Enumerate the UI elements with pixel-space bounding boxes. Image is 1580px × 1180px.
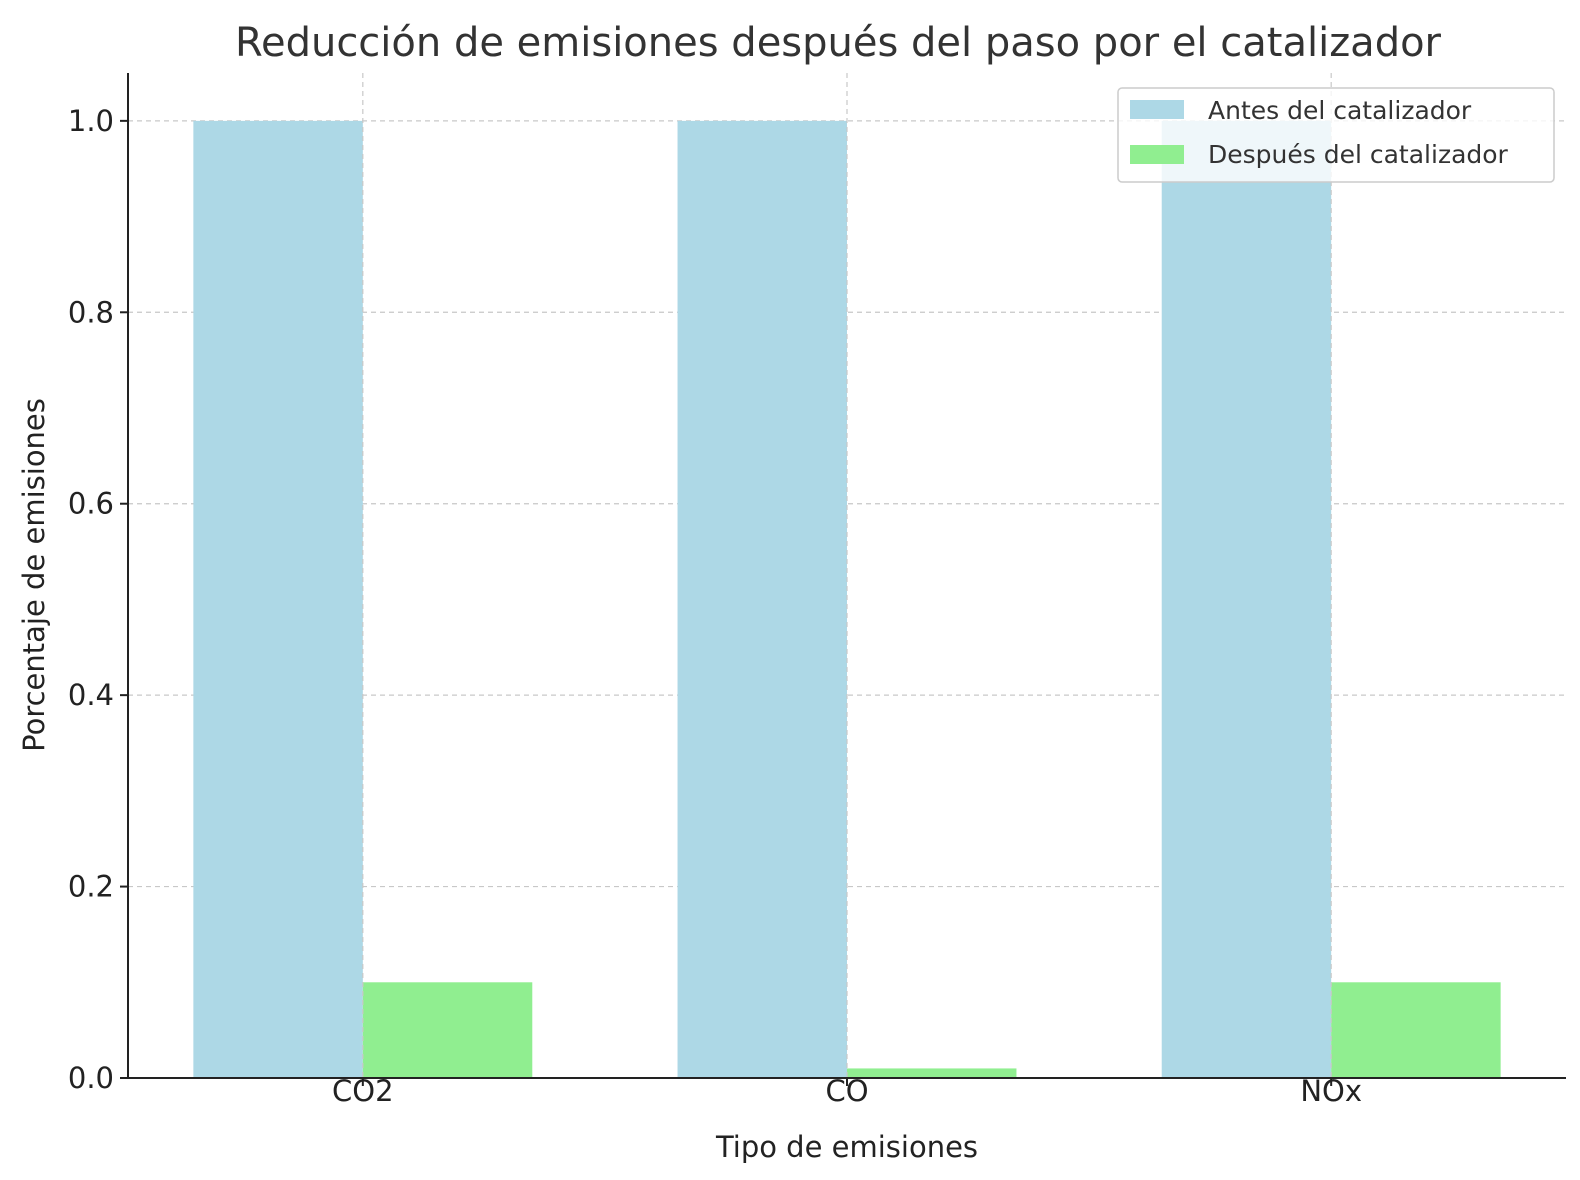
bar-antes-co2 (193, 120, 363, 1079)
x-tick-label: NOx (1300, 1074, 1362, 1108)
legend-label-despues: Después del catalizador (1208, 140, 1509, 169)
y-tick-label: 0.0 (68, 1061, 114, 1095)
y-tick-label: 0.6 (68, 487, 114, 521)
bar-despues-co2 (362, 982, 533, 1078)
legend-box (1117, 87, 1555, 183)
y-axis-label: Porcentaje de emisiones (17, 398, 51, 752)
y-ticks: 0.0 0.2 0.4 0.6 0.8 1.0 (68, 104, 128, 1095)
y-tick-label: 0.4 (68, 678, 114, 712)
bar-antes-nox (1161, 120, 1332, 1079)
x-ticks: CO2 CO NOx (332, 1074, 1362, 1108)
bar-despues-nox (1331, 982, 1501, 1078)
y-tick-label: 1.0 (68, 104, 114, 138)
y-tick-label: 0.2 (68, 870, 114, 904)
y-tick-label: 0.8 (68, 295, 114, 329)
legend-swatch-antes (1130, 100, 1184, 119)
legend-label-antes: Antes del catalizador (1208, 96, 1472, 125)
x-axis-label: Tipo de emisiones (715, 1130, 978, 1164)
legend-swatch-despues (1130, 145, 1184, 164)
vgrid-layer (362, 73, 1332, 1078)
x-tick-label: CO (825, 1074, 868, 1108)
bar-antes-co (677, 120, 847, 1079)
chart-title: Reducción de emisiones después del paso … (235, 20, 1442, 66)
legend: Antes del catalizador Después del catali… (1117, 87, 1555, 183)
bar-despues-co (847, 1068, 1017, 1078)
bars-layer (193, 120, 1501, 1079)
x-tick-label: CO2 (332, 1074, 394, 1108)
